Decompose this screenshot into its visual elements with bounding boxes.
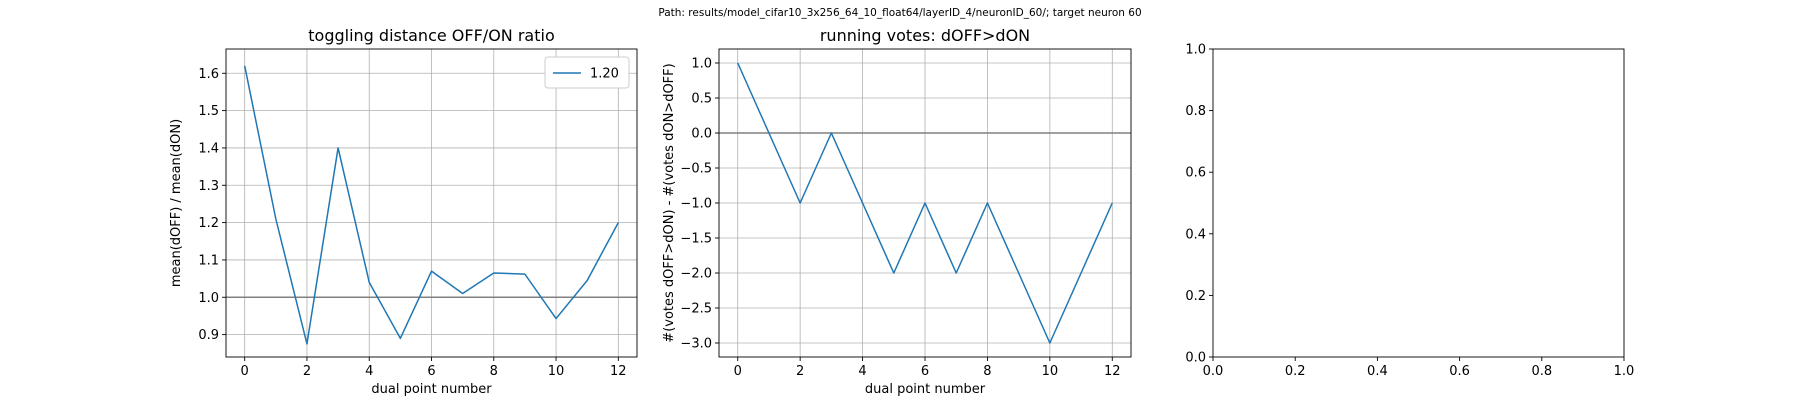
y-tick-label: −0.5 — [680, 162, 712, 177]
y-axis-label: #(votes dOFF>dON) - #(votes dON>dOFF) — [662, 63, 677, 342]
x-tick-label: 0.6 — [1449, 364, 1470, 379]
x-tick-label: 2 — [796, 364, 804, 379]
x-tick-label: 0.2 — [1285, 364, 1306, 379]
y-tick-label: 0.8 — [1185, 104, 1206, 119]
series-line-1 — [243, 65, 619, 345]
y-tick-label: 1.3 — [198, 179, 219, 194]
x-tick-label: 12 — [610, 364, 627, 379]
legend-box — [544, 56, 630, 89]
y-tick-label: 1.2 — [198, 216, 219, 231]
chart-3: 0.0 0.2 0.4 0.6 0.8 1.0 0.0 0.2 0.4 0.6 0.8 1.0 — [1185, 43, 1634, 380]
y-tick-label: −2.5 — [680, 302, 712, 317]
series-line-1 — [737, 62, 1113, 344]
y-axis-label: mean(dOFF) / mean(dON) — [169, 119, 184, 287]
x-tick-label: 4 — [365, 364, 373, 379]
x-axis-label: dual point number — [371, 382, 492, 397]
y-tick-label: 0.5 — [691, 92, 712, 107]
chart-1: 0 2 4 6 8 10 12 0.9 1.0 1.1 1.2 1.3 1.4 1.5 1.6 togglin… — [169, 26, 638, 397]
legend-entry-label: 1.20 — [590, 67, 619, 82]
x-tick-label: 0.0 — [1203, 364, 1224, 379]
chart-2: 0 2 4 6 8 10 12 1.0 0.5 0.0 −0.5 −1.0 −1.5 −2.0 −2.5 −3… — [662, 26, 1132, 397]
y-tick-label: −3.0 — [680, 337, 712, 352]
figure-suptitle: Path: results/model_cifar10_3x256_64_10_… — [658, 7, 1141, 19]
y-tick-label: 0.2 — [1185, 289, 1206, 304]
y-tick-label: 0.0 — [1185, 351, 1206, 366]
y-tick-label: 1.6 — [198, 67, 219, 82]
y-tick-label: −2.0 — [680, 267, 712, 282]
y-tick-label: 1.0 — [691, 57, 712, 72]
x-tick-label: 10 — [548, 364, 565, 379]
y-tick-label: 0.9 — [198, 328, 219, 343]
legend: 1.20 — [544, 56, 630, 89]
x-tick-label: 2 — [303, 364, 311, 379]
y-tick-label: 1.4 — [198, 141, 219, 156]
x-tick-label: 1.0 — [1614, 364, 1635, 379]
x-tick-label: 8 — [983, 364, 991, 379]
y-tick-label: 0.4 — [1185, 227, 1206, 242]
y-tick-label: −1.5 — [680, 232, 712, 247]
x-tick-label: 12 — [1104, 364, 1121, 379]
y-tick-label: −1.0 — [680, 197, 712, 212]
y-tick-label: 1.0 — [198, 291, 219, 306]
y-tick-label: 1.1 — [198, 253, 219, 268]
x-tick-label: 0.4 — [1367, 364, 1388, 379]
chart-title: toggling distance OFF/ON ratio — [308, 26, 554, 45]
x-tick-label: 0 — [241, 364, 249, 379]
x-tick-label: 8 — [490, 364, 498, 379]
y-tick-label: 0.6 — [1185, 166, 1206, 181]
x-axis-label: dual point number — [865, 382, 986, 397]
x-tick-label: 4 — [858, 364, 866, 379]
y-tick-label: 0.0 — [691, 127, 712, 142]
axes-frame — [1212, 48, 1625, 358]
x-tick-label: 10 — [1042, 364, 1059, 379]
y-tick-label: 1.5 — [198, 104, 219, 119]
x-tick-label: 6 — [427, 364, 435, 379]
x-tick-label: 0.8 — [1531, 364, 1552, 379]
chart-title: running votes: dOFF>dON — [820, 26, 1030, 45]
x-tick-label: 6 — [921, 364, 929, 379]
x-tick-label: 0 — [734, 364, 742, 379]
y-tick-label: 1.0 — [1185, 43, 1206, 58]
